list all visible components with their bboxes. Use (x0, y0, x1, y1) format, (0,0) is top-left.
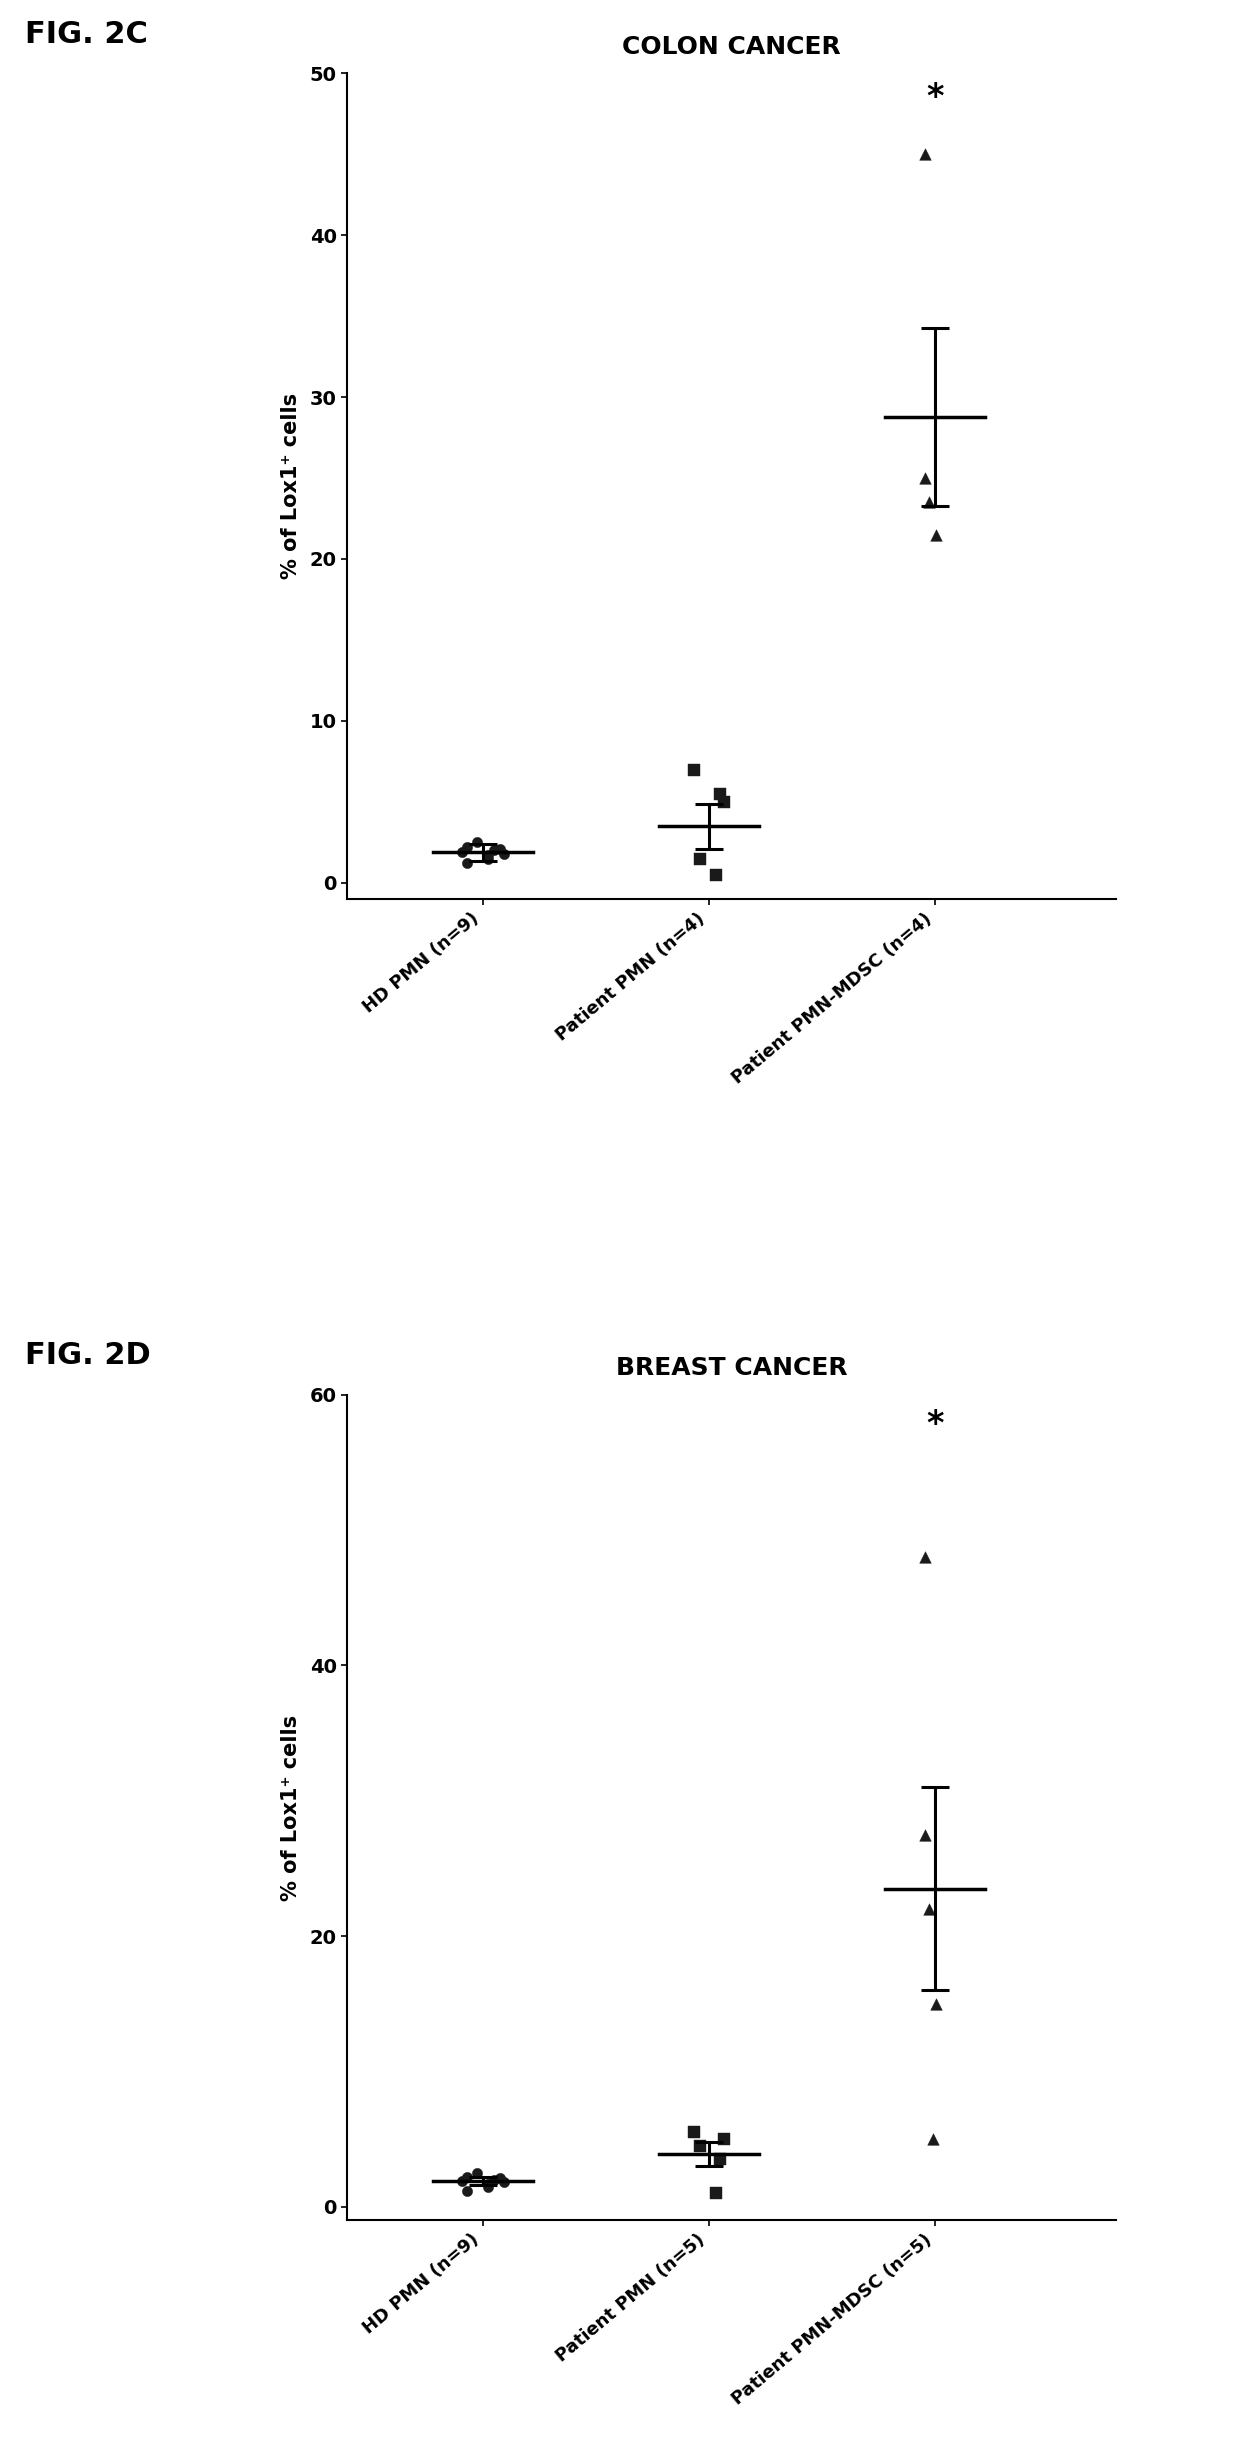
Point (923, 2120, 942, 2159)
Point (484, 832, 503, 871)
Point (451, 832, 471, 871)
Text: *: * (926, 81, 944, 115)
Text: FIG. 2D: FIG. 2D (25, 1342, 150, 1371)
Point (484, 2159, 503, 2198)
Point (467, 822, 487, 861)
Point (926, 515, 946, 554)
Point (706, 2174, 725, 2213)
Text: FIG. 2C: FIG. 2C (25, 20, 148, 49)
Point (490, 830, 510, 869)
Point (456, 844, 476, 883)
Title: BREAST CANCER: BREAST CANCER (616, 1357, 847, 1381)
Y-axis label: % of Lox1⁺ cells: % of Lox1⁺ cells (281, 1715, 301, 1901)
Point (477, 839, 497, 878)
Point (490, 2159, 510, 2198)
Y-axis label: % of Lox1⁺ cells: % of Lox1⁺ cells (281, 393, 301, 578)
Point (915, 134, 935, 173)
Point (456, 2172, 476, 2211)
Point (684, 749, 704, 788)
Text: *: * (926, 1408, 944, 1442)
Point (714, 783, 734, 822)
Point (919, 1889, 939, 1928)
Point (689, 2125, 709, 2164)
Point (684, 2113, 704, 2152)
Point (915, 459, 935, 498)
Point (477, 2164, 497, 2203)
Point (915, 1815, 935, 1854)
Point (495, 834, 515, 874)
Point (919, 483, 939, 522)
Point (495, 2162, 515, 2201)
Point (451, 2162, 471, 2201)
Point (477, 2167, 497, 2206)
Point (709, 773, 729, 813)
Point (456, 827, 476, 866)
Point (714, 2120, 734, 2159)
Title: COLON CANCER: COLON CANCER (622, 34, 841, 59)
Point (915, 1537, 935, 1576)
Point (477, 837, 497, 876)
Point (926, 1984, 946, 2023)
Point (456, 2157, 476, 2196)
Point (706, 856, 725, 895)
Point (689, 839, 709, 878)
Point (467, 2155, 487, 2194)
Point (709, 2140, 729, 2179)
